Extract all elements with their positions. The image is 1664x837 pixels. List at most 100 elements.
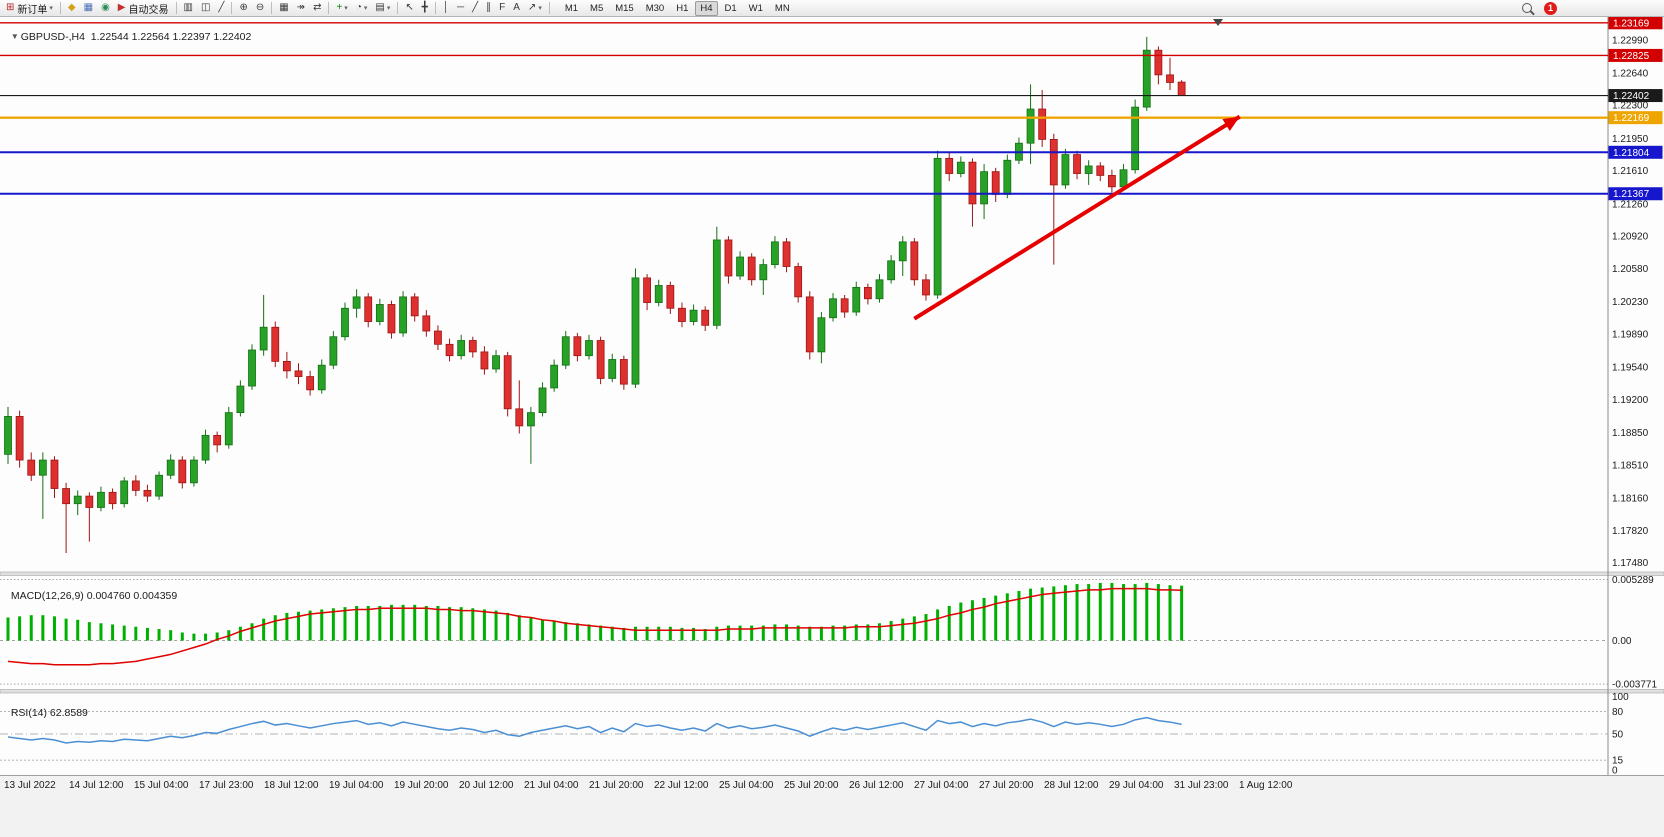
svg-text:1.22402: 1.22402 bbox=[1613, 91, 1650, 102]
timeframe-mn[interactable]: MN bbox=[774, 2, 790, 14]
timeframe-h1[interactable]: H1 bbox=[676, 2, 689, 14]
candle-body bbox=[457, 340, 466, 357]
rsi-line bbox=[7, 716, 1182, 744]
rsi-tick-label: 15 bbox=[1612, 756, 1624, 767]
panel-splitter[interactable] bbox=[0, 689, 1664, 694]
toolbar-separator bbox=[59, 2, 61, 14]
horizontal-line-button[interactable]: ─ bbox=[454, 1, 467, 15]
periods-icon: ◔ bbox=[355, 2, 362, 13]
channel-button[interactable]: ∥ bbox=[483, 1, 494, 15]
candle-body bbox=[1061, 154, 1070, 186]
candle-body bbox=[980, 171, 988, 205]
chart-shift-button[interactable]: ⇄ bbox=[310, 1, 324, 15]
rsi-tick-label: 80 bbox=[1612, 707, 1624, 718]
candle-body bbox=[259, 326, 268, 351]
text-button[interactable]: A bbox=[510, 1, 523, 15]
search-icon bbox=[1522, 3, 1532, 13]
crosshair-button[interactable]: ╋ bbox=[419, 1, 431, 15]
svg-text:1.21804: 1.21804 bbox=[1613, 148, 1650, 159]
rsi-tick-label: 50 bbox=[1612, 730, 1624, 741]
candle-body bbox=[736, 256, 744, 277]
timeframe-m1[interactable]: M1 bbox=[564, 2, 579, 14]
new-order-button[interactable]: ⊞ 新订单 ▾ bbox=[3, 1, 56, 16]
fibonacci-button[interactable]: F bbox=[496, 1, 508, 15]
notification-badge[interactable]: 1 bbox=[1544, 1, 1557, 15]
candle-body bbox=[759, 264, 768, 281]
zoom-in-button[interactable]: ⊕ bbox=[236, 1, 250, 15]
candle-body bbox=[62, 488, 70, 505]
trend-arrow[interactable] bbox=[913, 114, 1241, 321]
timeframe-m15[interactable]: M15 bbox=[615, 2, 634, 14]
candle-body bbox=[480, 351, 489, 370]
time-axis-strip[interactable] bbox=[0, 775, 1664, 837]
macd-tick-label: 0.00 bbox=[1612, 636, 1632, 647]
vertical-line-button[interactable]: │ bbox=[440, 1, 452, 15]
candle-body bbox=[1177, 81, 1186, 96]
candle-body bbox=[910, 241, 919, 281]
templates-button[interactable]: ▤ ▾ bbox=[372, 1, 393, 15]
panel-splitter[interactable] bbox=[0, 571, 1664, 576]
market-watch-button[interactable]: ◉ bbox=[98, 1, 113, 15]
shift-marker[interactable] bbox=[1213, 19, 1223, 26]
candle-body bbox=[852, 286, 861, 313]
svg-text:1.22825: 1.22825 bbox=[1613, 51, 1650, 62]
price-tick-label: 1.20580 bbox=[1612, 264, 1649, 275]
timeframe-m30[interactable]: M30 bbox=[645, 2, 665, 14]
price-tick-label: 1.20230 bbox=[1612, 297, 1649, 308]
candle-body bbox=[410, 296, 419, 317]
cursor-button[interactable]: ↖ bbox=[402, 1, 416, 15]
candle-body bbox=[1026, 108, 1035, 144]
price-tick-label: 1.21950 bbox=[1612, 134, 1649, 145]
candle-body bbox=[131, 480, 140, 491]
candle-body bbox=[887, 260, 896, 281]
timeframe-d1[interactable]: D1 bbox=[724, 2, 737, 14]
periods-button[interactable]: ◔ ▾ bbox=[353, 1, 371, 15]
toolbar-buttons: ⊞ 新订单 ▾ ◆ ▦ ◉ ▶ 自动交易 ▥ ◫ ╱ ⊕ ⊖ ▦ ↠ ⇄ + ▾ ◔ ▾ ▤ ▾ ↖ ╋ │ ─ ╱ ∥ F A ↗ ▾ bbox=[2, 1, 553, 16]
time-axis-label: 13 Jul 2022 bbox=[4, 780, 56, 791]
candle-body bbox=[1096, 165, 1105, 176]
price-tick-label: 1.22300 bbox=[1612, 101, 1649, 112]
bar-chart-button[interactable]: ▥ bbox=[181, 1, 196, 15]
timeframe-w1[interactable]: W1 bbox=[748, 2, 763, 14]
tile-windows-button[interactable]: ▦ bbox=[276, 1, 291, 15]
candle-body bbox=[678, 307, 686, 322]
candlestick-series[interactable] bbox=[4, 36, 1186, 554]
candle-body bbox=[468, 340, 477, 353]
timeframe-m5[interactable]: M5 bbox=[590, 2, 604, 14]
toolbar-separator bbox=[231, 2, 233, 14]
search-button[interactable] bbox=[1519, 1, 1535, 15]
chart-shift-icon: ⇄ bbox=[313, 2, 322, 13]
price-badge: 1.22825 bbox=[1608, 48, 1663, 62]
candle-body bbox=[1108, 175, 1116, 188]
candle-body bbox=[538, 387, 547, 414]
candle-body bbox=[329, 336, 338, 366]
candle-body bbox=[143, 490, 152, 497]
auto-scroll-button[interactable]: ↠ bbox=[294, 1, 308, 15]
autotrading-button[interactable]: ▶ 自动交易 bbox=[115, 1, 172, 16]
timeframe-toolbar: M1 M5 M15 M30 H1 H4 D1 W1 MN bbox=[559, 0, 796, 16]
bar-chart-icon: ▥ bbox=[183, 2, 193, 13]
svg-text:1.23169: 1.23169 bbox=[1613, 18, 1650, 29]
candle-body bbox=[527, 412, 535, 427]
chart-window-button[interactable]: ◆ bbox=[65, 1, 79, 15]
trendline-button[interactable]: ╱ bbox=[469, 1, 481, 15]
candle-body bbox=[608, 359, 617, 379]
toolbar-separator bbox=[434, 2, 436, 14]
candle-body bbox=[933, 157, 942, 296]
candle-body bbox=[898, 241, 907, 262]
candlestick-button[interactable]: ◫ bbox=[198, 1, 213, 15]
zoom-out-button[interactable]: ⊖ bbox=[253, 1, 267, 15]
candle-body bbox=[294, 370, 303, 377]
candle-body bbox=[968, 161, 977, 205]
indicators-button[interactable]: + ▾ bbox=[333, 1, 350, 15]
candle-body bbox=[515, 408, 524, 427]
candle-body bbox=[1142, 49, 1151, 108]
timeframe-h4[interactable]: H4 bbox=[695, 0, 718, 16]
collapse-icon[interactable]: ▼ bbox=[10, 32, 19, 41]
candle-body bbox=[73, 495, 82, 505]
arrows-button[interactable]: ↗ ▾ bbox=[525, 1, 545, 15]
line-chart-button[interactable]: ╱ bbox=[215, 1, 227, 15]
candle-body bbox=[724, 239, 733, 277]
profiles-button[interactable]: ▦ bbox=[81, 1, 96, 15]
